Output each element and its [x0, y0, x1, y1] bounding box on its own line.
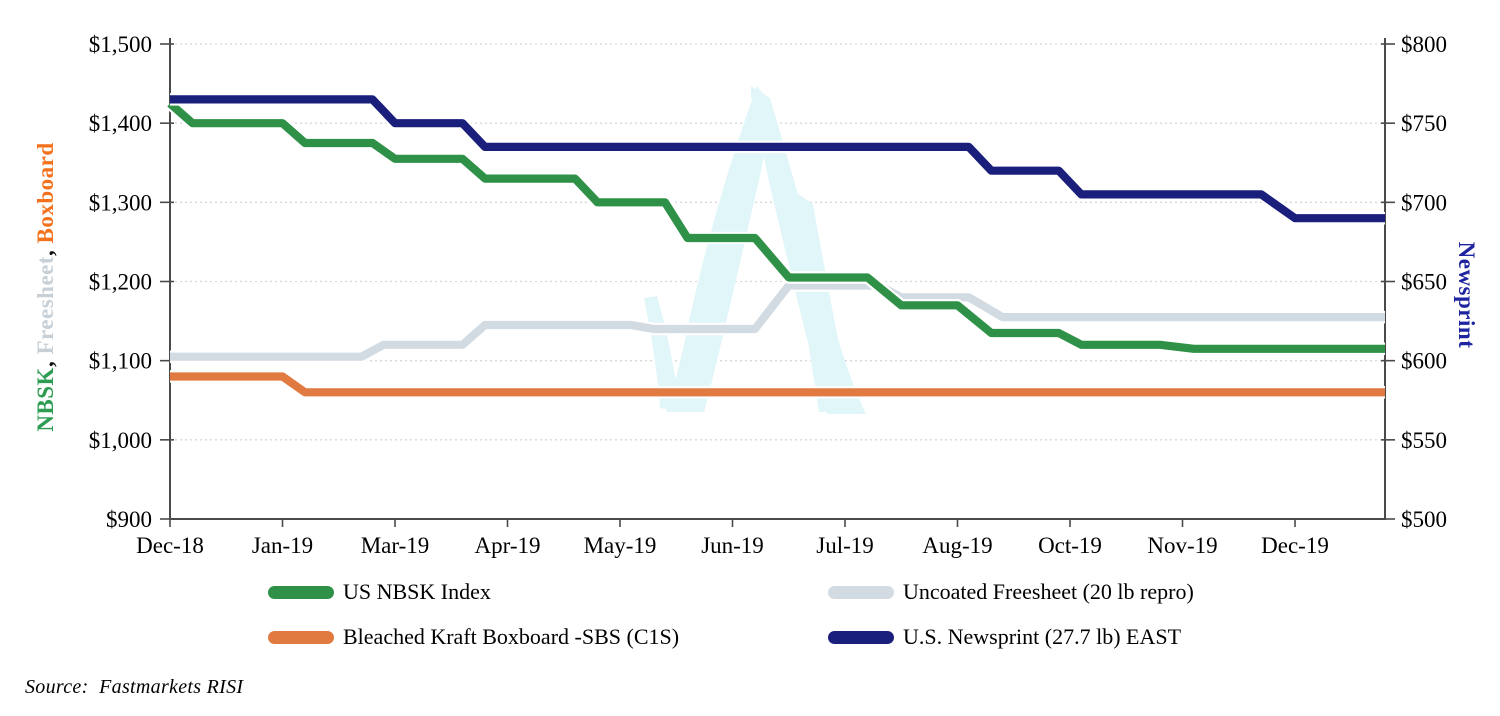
legend-item-boxboard: Bleached Kraft Boxboard -SBS (C1S) — [268, 624, 828, 650]
x-axis-tick-label: Dec-19 — [1261, 533, 1329, 558]
newsprint-line-swatch-icon — [828, 630, 894, 644]
right-axis-tick-label: $500 — [1401, 507, 1447, 532]
left-axis-tick-label: $900 — [106, 507, 152, 532]
us-nbsk-index-line — [167, 100, 1385, 353]
right-axis-tick-label: $800 — [1401, 32, 1447, 57]
left-axis-tick-label: $1,300 — [89, 190, 152, 215]
uncoated-freesheet-20-lb-repro--line — [170, 281, 1385, 361]
watermark-icon — [666, 86, 772, 412]
legend-item-newsprint: U.S. Newsprint (27.7 lb) EAST — [828, 624, 1298, 650]
left-axis-title-part: , — [33, 243, 58, 256]
left-axis-title-part: Boxboard — [33, 142, 58, 244]
u-s-newsprint-27-7-lb-east-line — [170, 95, 1385, 223]
source-note: Source: Fastmarkets RISI — [25, 676, 244, 698]
x-axis-tick-label: Aug-19 — [922, 533, 992, 558]
legend-item-nbsk: US NBSK Index — [268, 579, 828, 605]
left-axis-title-part: , — [33, 354, 58, 368]
left-axis-tick-label: $1,100 — [89, 349, 152, 374]
left-axis-title-part: Freesheet — [33, 255, 58, 355]
left-axis-tick-label: $1,000 — [89, 428, 152, 453]
left-axis-title-part: NBSK — [33, 367, 58, 432]
legend-label: Uncoated Freesheet (20 lb repro) — [903, 579, 1194, 604]
x-axis-tick-label: May-19 — [584, 533, 657, 558]
legend-item-freesheet: Uncoated Freesheet (20 lb repro) — [828, 579, 1298, 605]
legend-label: U.S. Newsprint (27.7 lb) EAST — [903, 624, 1182, 649]
x-axis-tick-label: Nov-19 — [1147, 533, 1217, 558]
legend-label: Bleached Kraft Boxboard -SBS (C1S) — [343, 624, 680, 649]
right-axis-tick-label: $750 — [1401, 111, 1447, 136]
nbsk-line-swatch-icon — [268, 585, 334, 599]
left-axis-tick-label: $1,500 — [89, 32, 152, 57]
freesheet-line-swatch-icon — [828, 585, 894, 599]
x-axis-tick-label: Apr-19 — [475, 533, 541, 558]
x-axis-tick-label: Oct-19 — [1038, 533, 1102, 558]
left-axis-tick-label: $1,200 — [89, 270, 152, 295]
legend-label: US NBSK Index — [343, 579, 491, 604]
right-axis-tick-label: $550 — [1401, 428, 1447, 453]
x-axis-tick-label: Jan-19 — [252, 533, 313, 558]
right-axis-tick-label: $650 — [1401, 270, 1447, 295]
x-axis-tick-label: Jun-19 — [701, 533, 764, 558]
x-axis-tick-label: Dec-18 — [136, 533, 204, 558]
left-axis-title: NBSK, Freesheet, Boxboard — [33, 142, 59, 431]
right-axis-tick-label: $700 — [1401, 190, 1447, 215]
bleached-kraft-boxboard-sbs-c1s--line — [170, 372, 1385, 397]
right-axis-tick-label: $600 — [1401, 349, 1447, 374]
x-axis-tick-label: Jul-19 — [816, 533, 874, 558]
x-axis-tick-label: Mar-19 — [361, 533, 430, 558]
left-axis-tick-label: $1,400 — [89, 111, 152, 136]
watermark-icon — [789, 192, 851, 412]
boxboard-line-swatch-icon — [268, 630, 334, 644]
chart-legend: US NBSK Index Uncoated Freesheet (20 lb … — [268, 579, 1298, 650]
right-axis-title: Newsprint — [1454, 241, 1479, 349]
